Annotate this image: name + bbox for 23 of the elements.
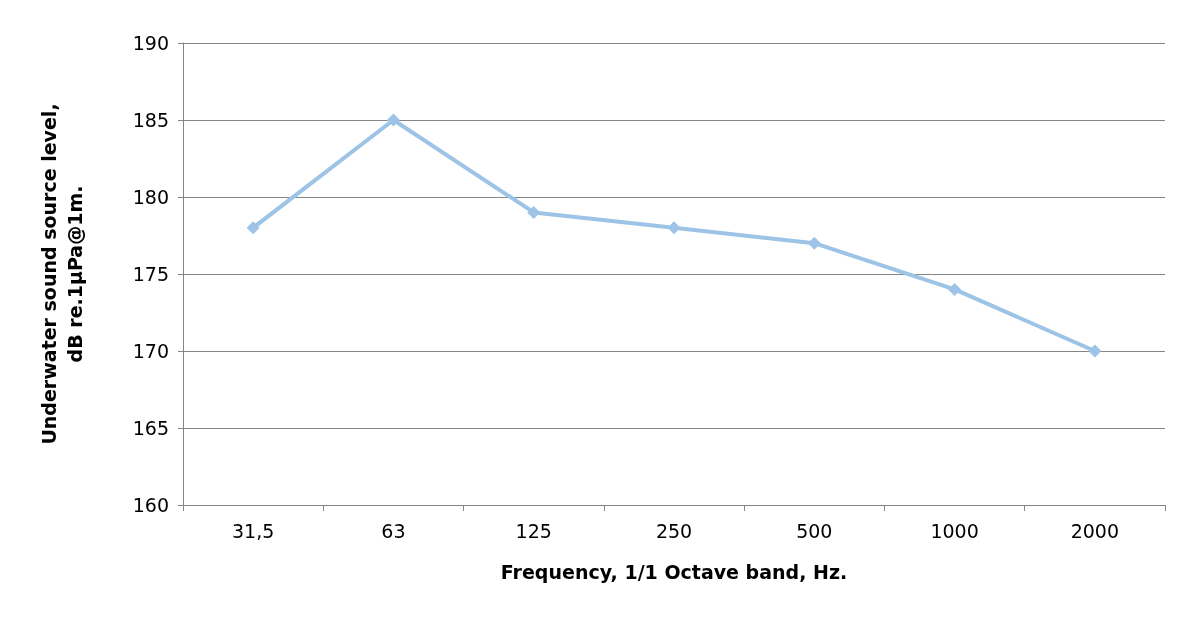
x-axis-title: Frequency, 1/1 Octave band, Hz. xyxy=(500,560,848,583)
point xyxy=(807,236,821,250)
x-tick-label: 125 xyxy=(515,519,552,542)
point xyxy=(386,113,400,127)
x-tick-label: 500 xyxy=(796,519,833,542)
point xyxy=(246,221,260,235)
y-tick-label: 175 xyxy=(132,263,169,285)
y-tick-label: 160 xyxy=(132,494,169,516)
y-tick-label: 190 xyxy=(132,32,169,54)
y-tick-label: 185 xyxy=(132,109,169,131)
y-tick-label: 170 xyxy=(132,340,169,362)
x-tick-label: 63 xyxy=(381,519,406,542)
point xyxy=(948,282,962,296)
y-axis-title: Underwater sound source level, dB re.1µPa@1m. xyxy=(38,103,86,445)
x-tick-label: 2000 xyxy=(1070,519,1120,542)
point xyxy=(667,221,681,235)
y-tick-label: 165 xyxy=(132,417,169,439)
x-tick-label: 250 xyxy=(655,519,693,542)
x-tick-label: 1000 xyxy=(930,519,979,542)
point xyxy=(1088,344,1102,358)
y-tick-label: 180 xyxy=(132,186,169,208)
point xyxy=(527,205,541,219)
x-tick-label: 31,5 xyxy=(231,519,275,542)
